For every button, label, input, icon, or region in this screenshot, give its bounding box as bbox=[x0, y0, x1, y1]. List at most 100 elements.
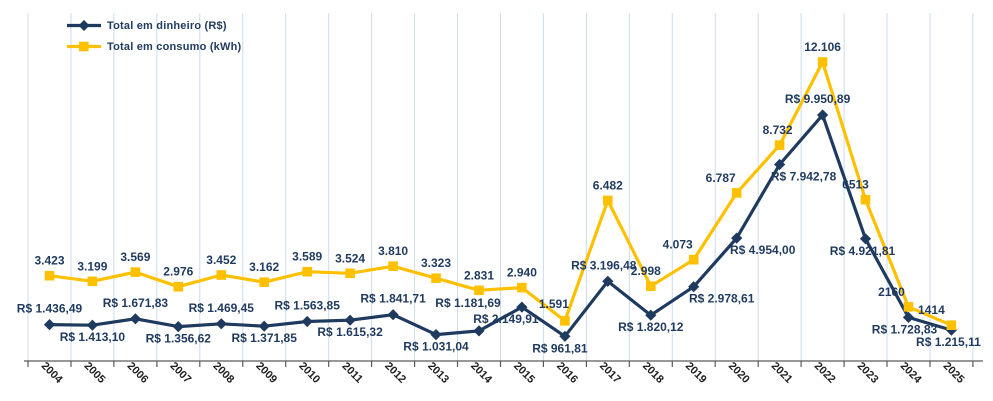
data-label: 2.940 bbox=[507, 266, 537, 280]
data-point-marker bbox=[516, 301, 528, 313]
data-point-marker bbox=[517, 282, 527, 293]
data-label: 3.589 bbox=[292, 250, 322, 264]
x-axis-label: 2021 bbox=[769, 360, 795, 386]
legend-item-consumo: Total em consumo (kWh) bbox=[66, 40, 241, 53]
data-label: 3.323 bbox=[421, 256, 451, 270]
data-point-marker bbox=[388, 261, 398, 271]
line-diamond-icon bbox=[67, 20, 101, 31]
data-point-marker bbox=[560, 316, 570, 326]
x-axis-label: 2016 bbox=[554, 360, 580, 386]
data-label: 8.732 bbox=[763, 123, 793, 137]
data-label: 12.106 bbox=[804, 40, 841, 54]
data-point-marker bbox=[603, 195, 613, 206]
x-axis-label: 2008 bbox=[211, 360, 237, 386]
data-label: 3.199 bbox=[77, 259, 107, 273]
data-label: R$ 1.615,32 bbox=[317, 325, 383, 339]
data-point-marker bbox=[259, 277, 269, 287]
x-axis-label: 2009 bbox=[253, 360, 279, 386]
data-label: R$ 9.950,89 bbox=[785, 92, 851, 106]
x-axis-label: 2012 bbox=[382, 360, 408, 386]
data-label: 2.976 bbox=[163, 265, 193, 279]
data-label: R$ 1.413,10 bbox=[60, 330, 126, 344]
data-label: 3.569 bbox=[120, 250, 150, 264]
data-label: R$ 1.371,85 bbox=[232, 331, 298, 345]
x-axis-label: 2020 bbox=[726, 360, 752, 386]
data-point-marker bbox=[774, 140, 785, 150]
data-label: R$ 1.820,12 bbox=[618, 320, 684, 334]
data-point-marker bbox=[474, 285, 484, 296]
data-point-marker bbox=[173, 281, 184, 292]
data-point-marker bbox=[731, 188, 742, 198]
data-label: 3.452 bbox=[206, 253, 236, 267]
data-point-marker bbox=[431, 273, 441, 283]
legend: Total em dinheiro (R$) Total em consumo … bbox=[66, 19, 241, 53]
data-label: R$ 1.469,45 bbox=[189, 301, 255, 315]
data-label: 6513 bbox=[842, 178, 869, 192]
data-point-marker bbox=[645, 309, 657, 321]
data-point-marker bbox=[559, 330, 571, 342]
x-axis-label: 2013 bbox=[425, 360, 451, 386]
series-line-0 bbox=[47, 113, 954, 338]
data-point-marker bbox=[86, 319, 98, 331]
x-axis-label: 2025 bbox=[941, 360, 967, 386]
data-point-marker bbox=[646, 281, 656, 291]
data-label: 2160 bbox=[878, 285, 905, 299]
data-point-marker bbox=[774, 158, 786, 171]
legend-label-dinheiro: Total em dinheiro (R$) bbox=[107, 19, 227, 32]
data-label: R$ 1.436,49 bbox=[17, 302, 83, 316]
data-point-marker bbox=[430, 329, 442, 341]
data-label: 3.423 bbox=[34, 254, 64, 268]
data-label: R$ 1.563,85 bbox=[275, 299, 341, 313]
x-axis-label: 2018 bbox=[640, 360, 666, 386]
x-axis-label: 2024 bbox=[898, 360, 924, 386]
x-axis-label: 2007 bbox=[168, 360, 194, 386]
data-point-marker bbox=[172, 321, 184, 333]
x-axis-label: 2019 bbox=[683, 360, 709, 386]
x-axis-label: 2004 bbox=[39, 360, 65, 386]
data-label: R$ 1.215,11 bbox=[916, 335, 981, 349]
data-label: 2.831 bbox=[464, 268, 494, 282]
data-point-marker bbox=[130, 267, 141, 277]
x-axis-label: 2022 bbox=[812, 360, 838, 386]
data-label: 2.998 bbox=[631, 264, 661, 278]
data-label: R$ 1.671,83 bbox=[103, 296, 169, 310]
data-point-marker bbox=[946, 320, 957, 330]
line-square-icon bbox=[67, 41, 101, 52]
data-point-marker bbox=[688, 254, 699, 265]
data-label: 3.810 bbox=[378, 244, 408, 258]
data-label: 1414 bbox=[918, 303, 945, 317]
data-label: 3.162 bbox=[249, 260, 279, 274]
x-axis-label: 2014 bbox=[468, 360, 494, 386]
data-label: R$ 4.954,00 bbox=[730, 243, 796, 257]
data-point-marker bbox=[216, 270, 227, 280]
series-line-1 bbox=[47, 60, 954, 327]
x-axis-label: 2015 bbox=[511, 360, 537, 386]
data-label: R$ 2.149,91 bbox=[473, 312, 539, 326]
data-point-marker bbox=[344, 314, 356, 326]
data-point-marker bbox=[387, 309, 399, 321]
x-axis-label: 2010 bbox=[296, 360, 322, 386]
data-point-marker bbox=[129, 313, 141, 325]
data-label: 6.787 bbox=[706, 171, 736, 185]
data-label: R$ 1.181,69 bbox=[435, 296, 501, 310]
data-label: 6.482 bbox=[593, 178, 623, 192]
data-point-marker bbox=[302, 266, 312, 277]
data-point-marker bbox=[473, 325, 485, 337]
data-label: 1.591 bbox=[539, 297, 569, 311]
data-point-marker bbox=[860, 194, 871, 205]
data-label: R$ 1.356,62 bbox=[146, 332, 212, 346]
data-point-marker bbox=[345, 268, 355, 279]
x-axis-label: 2006 bbox=[125, 360, 151, 386]
data-point-marker bbox=[44, 270, 55, 281]
data-point-marker bbox=[945, 324, 957, 336]
data-label: R$ 4.921,81 bbox=[830, 244, 896, 258]
data-point-marker bbox=[301, 315, 313, 328]
data-label: R$ 1.031,04 bbox=[403, 340, 469, 354]
data-point-marker bbox=[731, 232, 743, 244]
data-label: R$ 7.942,78 bbox=[771, 170, 837, 184]
data-label: R$ 1.728,83 bbox=[872, 322, 938, 336]
data-point-marker bbox=[688, 281, 700, 293]
data-label: R$ 961,81 bbox=[532, 341, 588, 355]
